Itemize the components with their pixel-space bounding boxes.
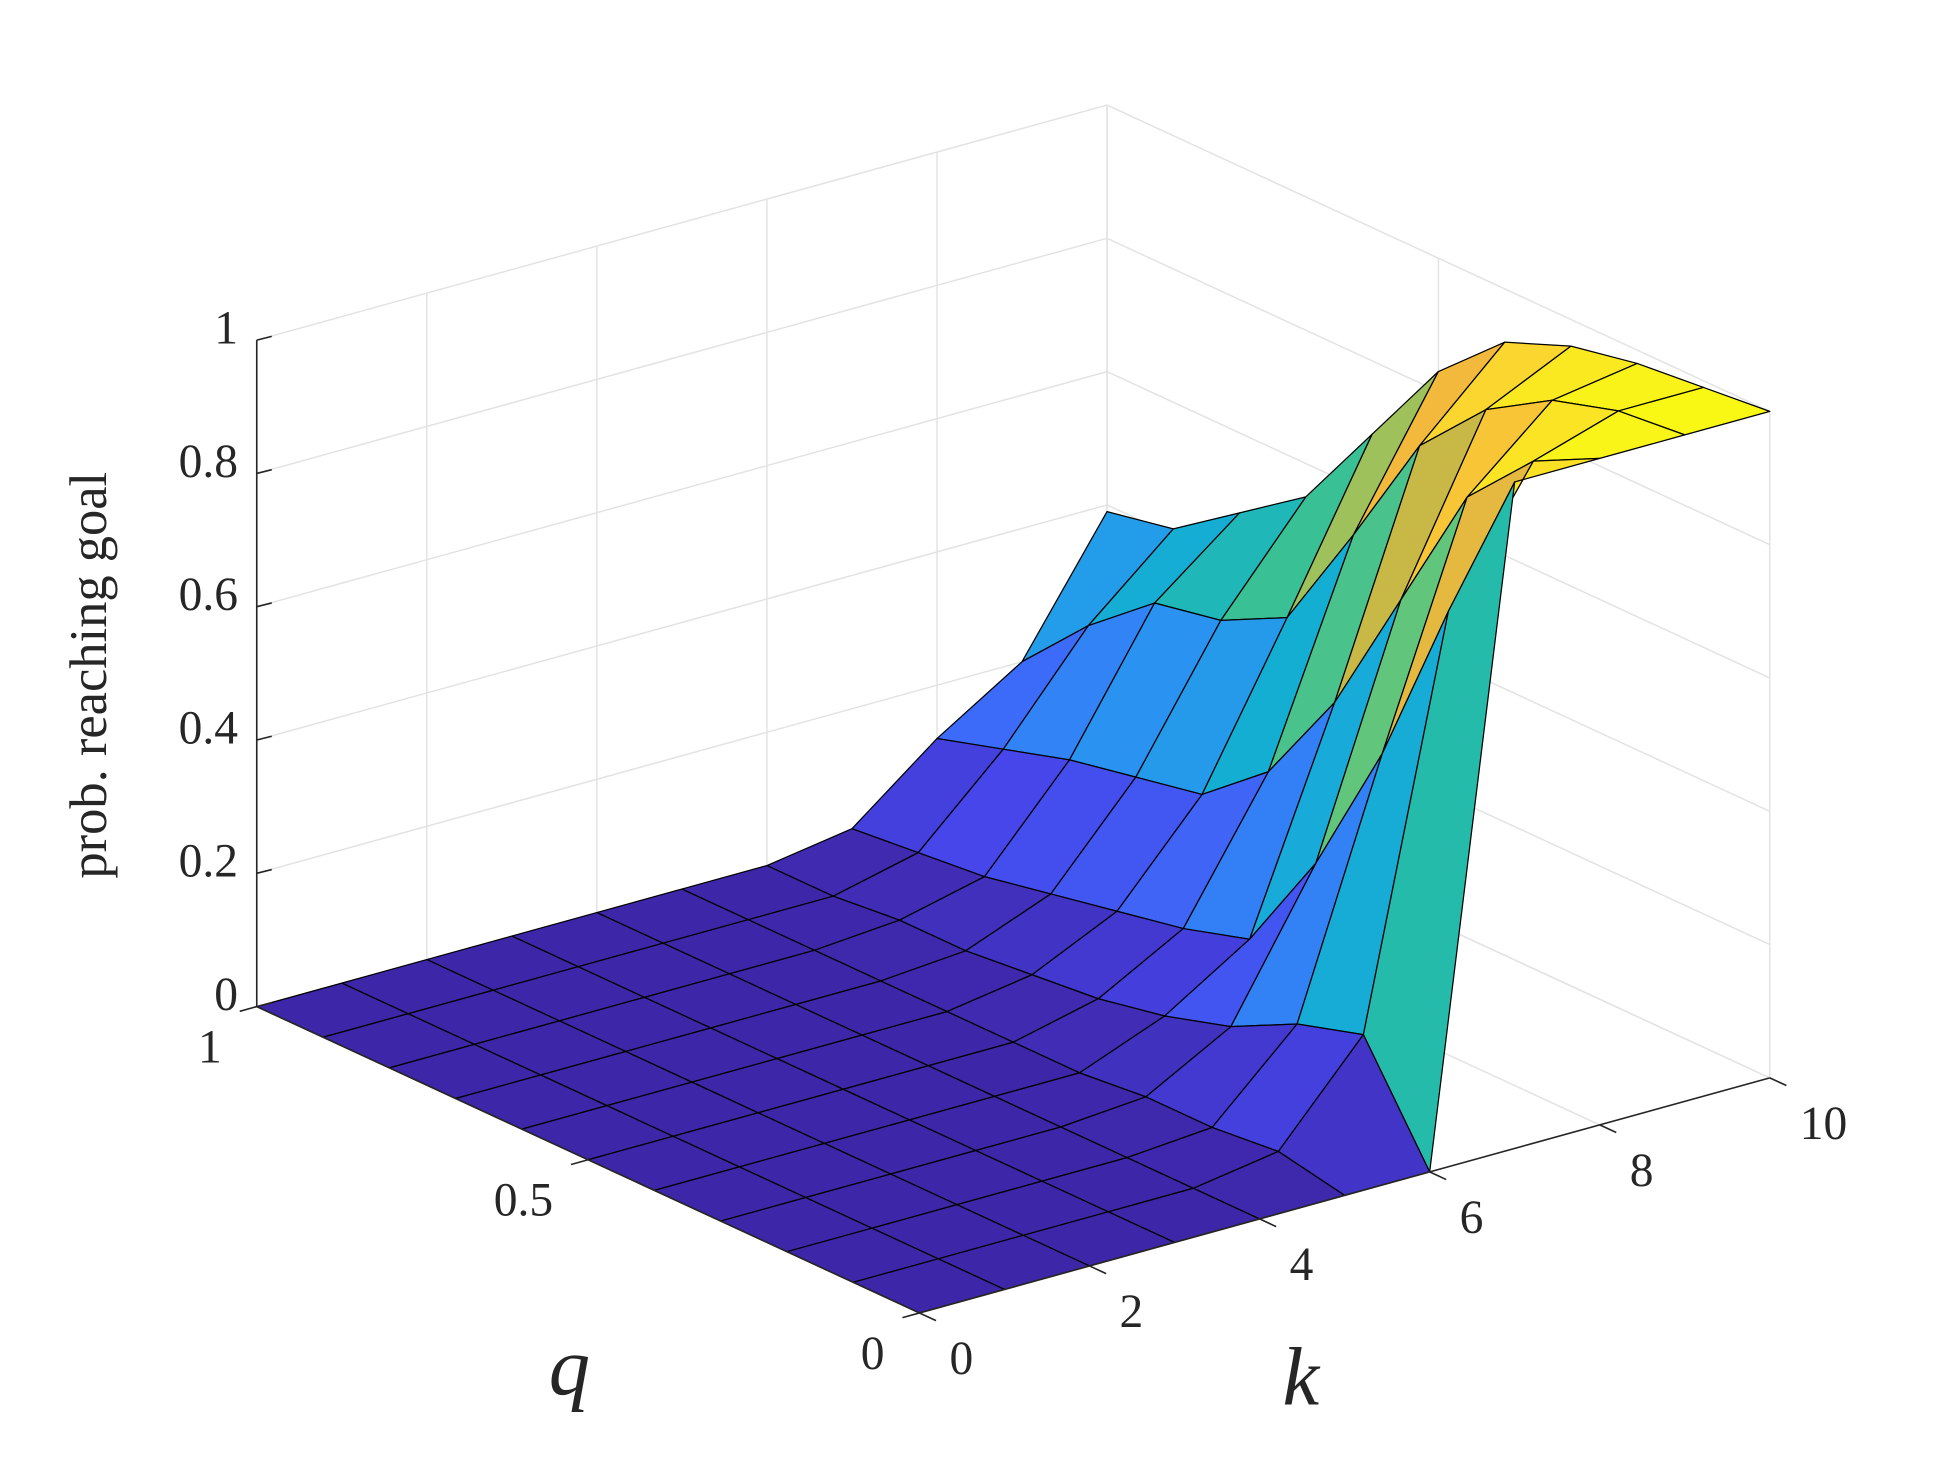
y-tick (570, 1158, 589, 1166)
grid-line (256, 370, 1108, 608)
grid-line (256, 237, 1108, 475)
x-tick (1089, 1265, 1107, 1275)
y-tick-label: 0 (861, 1328, 885, 1380)
surface (256, 341, 1771, 1314)
x-tick (1769, 1077, 1787, 1087)
y-axis-label: q (549, 1320, 590, 1412)
x-tick (1429, 1171, 1447, 1181)
x-tick (919, 1312, 937, 1322)
y-tick (902, 1312, 920, 1319)
x-tick-label: 0 (949, 1333, 973, 1385)
grid-line (256, 504, 1108, 741)
z-tick-label: 0.8 (179, 436, 238, 488)
z-tick-label: 0.4 (179, 702, 239, 754)
x-tick-label: 10 (1800, 1098, 1847, 1150)
x-axis-label: k (1283, 1330, 1321, 1422)
x-tick-label: 4 (1290, 1239, 1314, 1291)
x-axis-line (919, 1077, 1770, 1314)
grid-line (256, 104, 1108, 341)
x-tick-label: 8 (1630, 1145, 1654, 1197)
y-tick (239, 1005, 257, 1013)
z-tick (256, 1002, 272, 1008)
z-tick (256, 602, 272, 608)
y-tick-label: 0.5 (494, 1175, 553, 1227)
grid-line (256, 637, 1108, 875)
grid-line (1106, 104, 1771, 413)
z-tick (256, 735, 272, 741)
x-tick (1259, 1218, 1277, 1228)
x-tick-label: 6 (1460, 1192, 1484, 1244)
z-tick-label: 1 (214, 303, 238, 355)
x-tick (1599, 1124, 1617, 1134)
z-tick-label: 0 (214, 969, 238, 1021)
z-tick (256, 468, 272, 475)
y-tick-label: 1 (198, 1022, 222, 1074)
x-tick-label: 2 (1120, 1286, 1144, 1338)
z-tick-label: 0.2 (179, 836, 238, 888)
z-tick (256, 868, 272, 875)
z-tick-label: 0.6 (179, 569, 238, 621)
z-axis-label: prob. reaching goal (60, 472, 118, 879)
z-tick (256, 335, 272, 341)
